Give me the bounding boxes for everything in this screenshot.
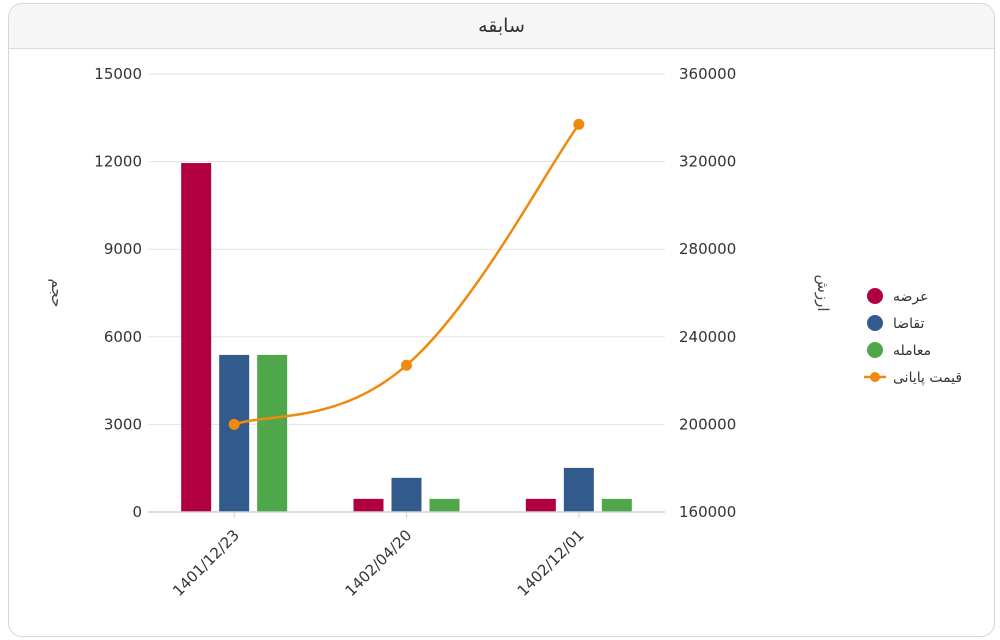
legend: عرضه تقاضا معامله قیمت پایانی (864, 288, 962, 386)
legend-marker (867, 315, 883, 331)
bar (601, 498, 632, 512)
y-right-tick-label: 240000 (679, 328, 736, 346)
y-right-tick-label: 160000 (679, 503, 736, 521)
y-left-tick-label: 3000 (104, 415, 142, 433)
y-right-tick-label: 280000 (679, 240, 736, 258)
legend-label: تقاضا (893, 316, 925, 332)
legend-label: عرضه (893, 289, 928, 305)
price-point (401, 359, 412, 371)
bar (525, 498, 556, 512)
y-left-tick-label: 9000 (104, 240, 142, 258)
price-point (228, 418, 240, 430)
price-line-path (233, 123, 580, 426)
card-header: سابقه (9, 4, 994, 49)
bar (563, 467, 594, 512)
y-right-axis-title: ارزش (814, 275, 832, 312)
bar (181, 163, 212, 512)
y-right-tick-label: 360000 (679, 65, 736, 83)
y-right-tick-label: 320000 (679, 153, 736, 171)
legend-marker (867, 342, 883, 358)
y-left-axis-title: حجم (48, 279, 66, 308)
bars (181, 163, 632, 512)
price-line (228, 118, 585, 430)
y-right-tick-label: 200000 (679, 415, 736, 433)
bar (353, 498, 384, 512)
chart-card: سابقه (8, 3, 995, 637)
legend-label: قیمت پایانی (893, 370, 962, 386)
card-title: سابقه (478, 15, 525, 37)
x-tick-label: 1401/12/23 (169, 526, 243, 600)
x-tick-label: 1402/04/20 (341, 526, 415, 600)
legend-label: معامله (893, 343, 931, 359)
bar (219, 354, 250, 512)
y-left-tick-label: 6000 (104, 328, 142, 346)
x-tick-label: 1402/12/01 (514, 526, 588, 600)
y-left-tick-label: 0 (132, 503, 142, 521)
legend-marker (870, 372, 880, 382)
grid-lines (148, 73, 665, 425)
price-point (573, 118, 585, 130)
y-left-tick-label: 12000 (94, 153, 142, 171)
legend-marker (867, 288, 883, 304)
y-left-tick-label: 15000 (94, 65, 142, 83)
bar (429, 498, 460, 512)
bar (257, 354, 288, 512)
bar (391, 477, 422, 512)
